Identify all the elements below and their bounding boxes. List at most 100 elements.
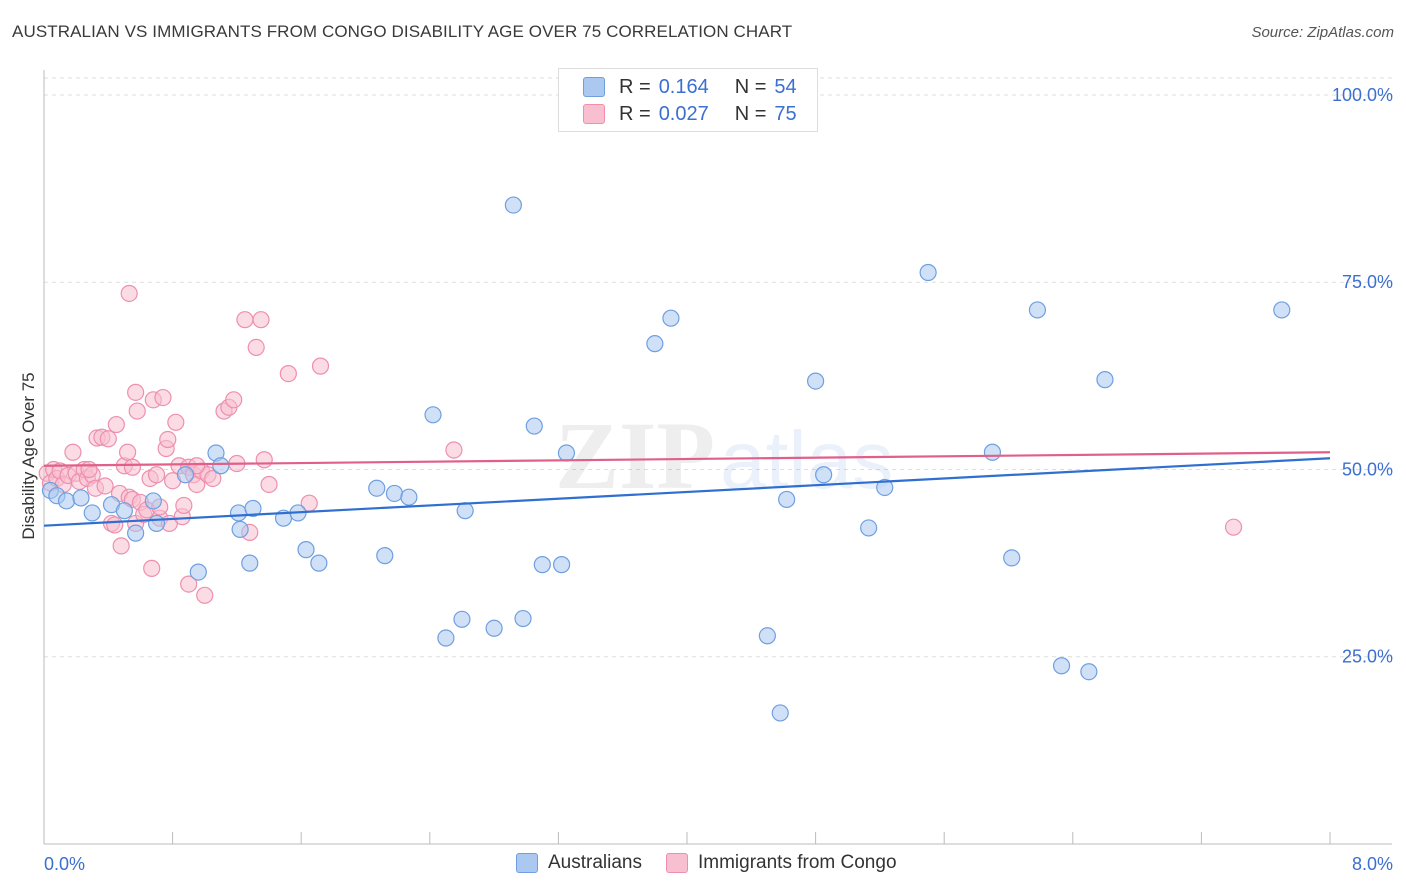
australian-point	[189, 563, 207, 581]
x-tick-label-max: 8.0%	[1352, 854, 1393, 874]
legend-label-congo: Immigrants from Congo	[698, 852, 897, 873]
congo-point	[311, 357, 330, 375]
congo-point	[180, 575, 198, 593]
congo-point	[123, 458, 142, 476]
y-tick-label: 50.0%	[1342, 459, 1393, 479]
congo-point	[159, 430, 177, 449]
congo-point	[225, 391, 243, 409]
congo-point	[107, 415, 125, 434]
australian-point	[57, 492, 76, 510]
congo-point	[96, 477, 114, 495]
australian-point	[1080, 663, 1098, 681]
congo-point	[255, 451, 273, 469]
congo-trend-line	[43, 451, 1331, 467]
australian-point	[385, 484, 404, 503]
legend-row-australians: R = 0.164 N = 54	[583, 75, 797, 98]
australian-point	[1273, 301, 1291, 319]
congo-point	[252, 311, 270, 329]
australian-point	[229, 504, 248, 522]
australian-point	[1052, 657, 1071, 675]
congo-point	[167, 413, 185, 431]
legend-item-australians[interactable]: Australians	[516, 852, 642, 874]
australian-point	[662, 309, 680, 327]
congo-point	[99, 430, 117, 448]
watermark-zip: ZIP	[555, 402, 715, 509]
australian-point	[1003, 549, 1021, 567]
x-tick-label-min: 0.0%	[44, 854, 85, 874]
australian-point	[453, 610, 471, 628]
australian-point	[144, 492, 162, 510]
y-tick-label: 25.0%	[1342, 647, 1393, 667]
congo-point	[147, 466, 166, 484]
legend-swatch-pink	[666, 853, 688, 873]
legend-r-value: 0.164	[658, 75, 709, 98]
congo-point	[106, 516, 124, 534]
y-tick-label: 75.0%	[1342, 272, 1393, 292]
australian-point	[815, 466, 833, 484]
congo-point	[279, 365, 297, 383]
australian-point	[176, 466, 195, 484]
legend-swatch-pink	[583, 104, 605, 124]
legend-label-australians: Australians	[548, 852, 642, 873]
australian-point	[456, 502, 474, 520]
australian-point	[376, 547, 394, 565]
congo-point	[196, 586, 214, 604]
legend-n-label: N =	[734, 102, 767, 125]
australian-point	[1096, 371, 1114, 389]
legend-n-label: N =	[734, 75, 767, 98]
watermark: ZIP atlas	[555, 402, 893, 509]
congo-point	[128, 402, 146, 420]
australian-point	[400, 488, 418, 506]
australian-point	[127, 524, 145, 542]
congo-point	[154, 388, 172, 407]
congo-point	[204, 469, 222, 488]
congo-point	[445, 441, 463, 459]
australian-point	[557, 444, 576, 462]
congo-point	[247, 338, 265, 356]
pink-series-points	[38, 284, 1243, 604]
legend-n-value: 54	[774, 75, 797, 98]
legend-row-congo: R = 0.027 N = 75	[583, 102, 797, 125]
australian-point	[919, 263, 937, 282]
australian-point	[241, 554, 259, 572]
australian-point	[983, 443, 1002, 461]
congo-point	[260, 475, 278, 494]
axis-layer	[43, 70, 1392, 845]
congo-point	[1224, 518, 1243, 536]
series-legend: Australians Immigrants from Congo	[516, 852, 921, 874]
australian-point	[860, 519, 878, 537]
australian-point	[72, 489, 90, 507]
legend-r-label: R =	[619, 102, 651, 125]
congo-point	[112, 537, 130, 555]
australian-point	[424, 406, 442, 424]
australian-point	[147, 514, 166, 533]
congo-point	[188, 457, 206, 475]
australian-point	[1028, 301, 1047, 319]
legend-item-congo[interactable]: Immigrants from Congo	[666, 852, 897, 874]
australian-point	[368, 479, 386, 497]
congo-point	[127, 383, 145, 401]
australian-point	[514, 609, 532, 628]
congo-point	[64, 443, 82, 461]
australian-point	[778, 490, 796, 509]
congo-point	[80, 460, 98, 479]
australian-point	[525, 417, 543, 435]
australian-point	[646, 335, 664, 353]
australian-point	[83, 504, 101, 522]
watermark-atlas: atlas	[720, 415, 893, 506]
australian-trend-line	[43, 457, 1331, 527]
australian-point	[553, 556, 571, 574]
australian-point	[310, 554, 328, 572]
legend-r-value: 0.027	[658, 102, 709, 125]
congo-point	[120, 284, 138, 303]
australian-point	[771, 704, 789, 722]
congo-point	[118, 443, 137, 461]
congo-point	[143, 559, 161, 577]
y-tick-label: 100.0%	[1332, 85, 1393, 105]
australian-point	[504, 196, 522, 214]
legend-r-label: R =	[619, 75, 651, 98]
australian-point	[758, 627, 776, 645]
australian-point	[533, 556, 551, 574]
blue-series-points	[41, 196, 1291, 722]
